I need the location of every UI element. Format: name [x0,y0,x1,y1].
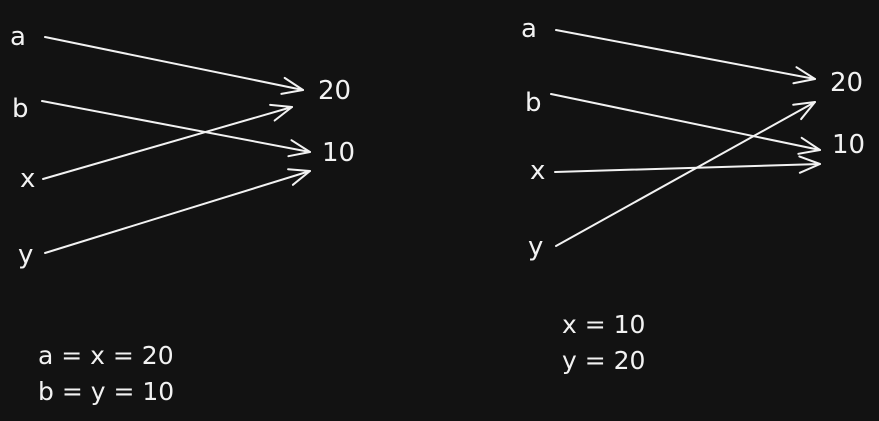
left-target-10: 10 [322,138,356,168]
left-source-y: y [18,240,34,270]
left-arrow-x-to-20 [42,103,293,180]
right-target-10: 10 [832,130,866,160]
left-source-a: a [10,22,26,52]
right-source-a: a [521,14,537,44]
right-arrow-x-to-10 [554,155,821,174]
left-source-x: x [20,164,36,194]
left-equation-1: a = x = 20 [38,341,174,370]
right-equations: x = 10 y = 20 [562,307,645,379]
right-target-20: 20 [830,68,864,98]
left-arrow-b-to-10 [41,100,311,158]
right-equation-1: x = 10 [562,310,646,339]
left-equations: a = x = 20 b = y = 10 [38,338,174,410]
right-equation-2: y = 20 [562,346,646,375]
left-target-20: 20 [318,76,352,106]
left-equation-2: b = y = 10 [38,377,175,406]
right-source-x: x [530,156,546,186]
right-source-y: y [528,232,544,262]
right-arrow-a-to-20 [555,29,816,85]
left-arrow-y-to-10 [44,168,311,254]
right-arrow-y-to-20 [555,101,816,247]
left-arrow-a-to-20 [44,36,304,95]
left-source-b: b [12,94,29,124]
right-arrow-b-to-10 [550,93,821,155]
right-source-b: b [525,88,542,118]
